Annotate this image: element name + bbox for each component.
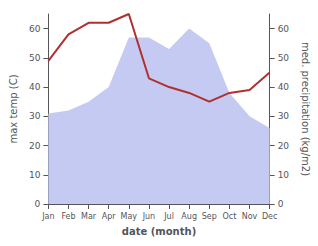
svg-text:60: 60 xyxy=(278,24,290,34)
svg-text:date (month): date (month) xyxy=(122,226,196,237)
svg-text:Nov: Nov xyxy=(242,212,258,221)
svg-text:Jan: Jan xyxy=(41,212,54,221)
svg-text:Oct: Oct xyxy=(222,212,236,221)
svg-text:Apr: Apr xyxy=(102,212,117,221)
svg-text:10: 10 xyxy=(278,170,290,180)
svg-text:20: 20 xyxy=(29,141,41,151)
svg-text:Feb: Feb xyxy=(61,212,75,221)
svg-text:40: 40 xyxy=(29,82,41,92)
svg-text:50: 50 xyxy=(29,53,41,63)
svg-text:40: 40 xyxy=(278,82,290,92)
svg-text:50: 50 xyxy=(278,53,290,63)
svg-text:Sep: Sep xyxy=(202,212,217,221)
svg-text:Aug: Aug xyxy=(181,212,197,221)
svg-text:10: 10 xyxy=(29,170,41,180)
svg-text:May: May xyxy=(121,212,138,221)
svg-text:med. precipitation (kg/m2): med. precipitation (kg/m2) xyxy=(300,42,311,176)
svg-text:30: 30 xyxy=(278,111,290,121)
svg-text:0: 0 xyxy=(35,199,41,209)
svg-text:0: 0 xyxy=(278,199,284,209)
svg-text:Dec: Dec xyxy=(262,212,277,221)
svg-text:Mar: Mar xyxy=(81,212,97,221)
svg-text:Jul: Jul xyxy=(163,212,174,221)
svg-text:20: 20 xyxy=(278,141,290,151)
svg-text:Jun: Jun xyxy=(142,212,156,221)
svg-text:30: 30 xyxy=(29,111,41,121)
svg-text:max temp (C): max temp (C) xyxy=(8,74,19,143)
svg-text:60: 60 xyxy=(29,24,41,34)
